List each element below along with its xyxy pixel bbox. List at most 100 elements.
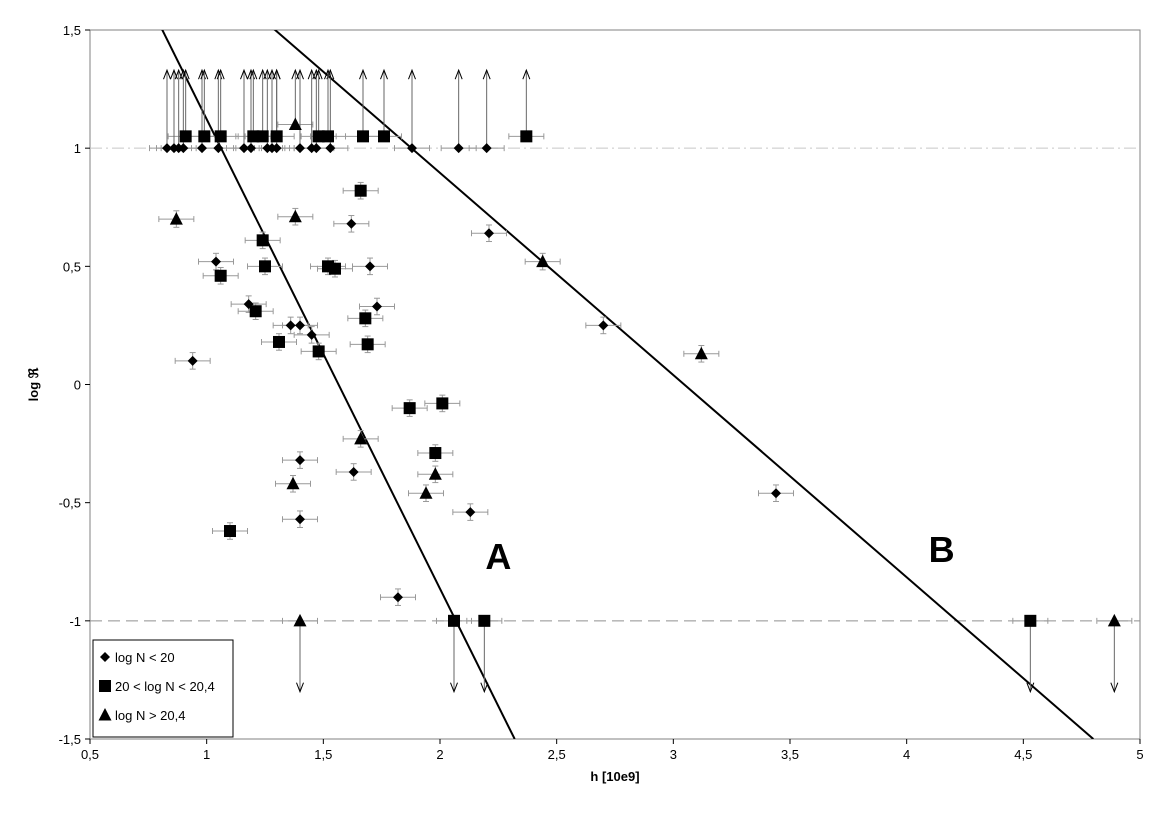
legend: log N < 20 20 < log N < 20,4 log N > 20,… [92, 639, 234, 738]
fit-label-A: A [485, 536, 511, 577]
square-point [520, 130, 533, 143]
legend-diamond-icon [100, 652, 110, 662]
reference-lines [90, 147, 1140, 622]
legend-entry-1: log N < 20 [100, 650, 175, 665]
limit-arrow-head [450, 682, 458, 694]
diamond-point [771, 488, 781, 499]
fit-line-B [273, 30, 1094, 739]
limit-arrow-head [249, 68, 258, 80]
square-point [354, 184, 367, 197]
diamond-point [393, 592, 403, 603]
x-tick-label: 1 [203, 747, 210, 762]
y-tick-label: -0,5 [59, 496, 81, 511]
diamond-point [295, 455, 305, 466]
diamond-point [213, 143, 224, 154]
y-axis-title: log ℜ [26, 367, 41, 401]
square-point [198, 130, 211, 143]
square-point [329, 262, 341, 275]
square-point [478, 614, 491, 627]
limit-arrow-head [359, 68, 367, 80]
square-point [357, 130, 369, 143]
limit-arrow-head [1026, 682, 1035, 694]
y-tick-label: 0,5 [63, 259, 81, 274]
diamond-point [484, 228, 494, 239]
y-tick-label: 1,5 [63, 23, 81, 38]
square-point [403, 402, 416, 415]
y-tick-label: 1 [74, 141, 81, 156]
limit-arrow-head [240, 68, 248, 80]
diamond-point [162, 143, 172, 154]
diamond-point [306, 329, 317, 340]
diamond-point [346, 218, 357, 229]
square-point [361, 338, 374, 351]
limit-arrow-head [482, 68, 491, 80]
axes: 0,5 1 1,5 2 2,5 3 3,5 4 4,5 5 1,5 1 0,5 0 -0,5 -1 -1,5 [59, 23, 1144, 762]
square-point [256, 234, 269, 247]
x-axis-title: h [10e9] [590, 769, 639, 784]
square-point [224, 525, 236, 538]
diamond-point [211, 256, 221, 267]
y-tick-label: 0 [74, 378, 81, 393]
square-point [312, 130, 325, 143]
diamond-point [325, 143, 336, 154]
square-point [448, 614, 460, 627]
x-tick-label: 3 [670, 747, 677, 762]
x-tick-label: 4 [903, 747, 910, 762]
legend-square-icon [99, 680, 111, 692]
triangle-point [288, 209, 302, 223]
diamond-point [481, 143, 492, 154]
legend-marker-diamond [100, 652, 110, 662]
legend-label-3: log N > 20,4 [115, 708, 185, 723]
square-point [249, 305, 262, 318]
limit-arrow-head [296, 682, 304, 694]
limit-arrow-head [272, 68, 281, 80]
triangle-point [354, 431, 368, 445]
diamond-point [271, 143, 282, 154]
diamond-point [197, 143, 207, 154]
x-tick-label: 2,5 [548, 747, 566, 762]
x-tick-label: 3,5 [781, 747, 799, 762]
x-tick-label: 0,5 [81, 747, 99, 762]
y-tick-label: -1,5 [59, 732, 81, 747]
limit-arrow-head [380, 68, 388, 80]
fit-label-B: B [929, 529, 955, 570]
data-points [162, 117, 1121, 627]
diamond-point [239, 143, 249, 154]
diamond-point [295, 514, 305, 525]
limit-arrow-head [324, 68, 332, 80]
x-tick-label: 4,5 [1014, 747, 1032, 762]
square-point [259, 260, 271, 273]
limit-arrow-head [200, 68, 209, 80]
triangle-point [288, 117, 302, 131]
diamond-point [365, 261, 375, 272]
square-point [214, 269, 227, 282]
legend-label-2: 20 < log N < 20,4 [115, 679, 215, 694]
triangle-point [286, 476, 300, 490]
square-point [322, 130, 334, 143]
diamond-point [295, 320, 305, 331]
x-tick-label: 2 [436, 747, 443, 762]
legend-triangle-icon [98, 708, 112, 721]
diamond-point [348, 466, 359, 477]
limit-arrow-head [258, 68, 267, 80]
y-tick-label: -1 [69, 614, 81, 629]
triangle-point [169, 212, 183, 225]
limit-arrow-head [291, 68, 300, 80]
limit-arrow-head [522, 68, 531, 80]
diamond-point [246, 143, 256, 154]
square-point [312, 345, 325, 358]
diamond-point [285, 320, 296, 331]
legend-entry-2: 20 < log N < 20,4 [99, 679, 215, 694]
triangle-point [1107, 613, 1121, 627]
diamond-point [453, 143, 464, 154]
diamond-point [465, 507, 476, 518]
limit-arrow-head [408, 68, 416, 80]
diamond-point [187, 355, 198, 366]
triangle-point [694, 346, 708, 360]
square-point [359, 312, 372, 325]
square-point [179, 130, 192, 143]
limit-arrow-head [1110, 682, 1119, 694]
limit-arrow-head [480, 682, 489, 694]
diamond-point [178, 143, 189, 154]
square-point [214, 130, 227, 143]
